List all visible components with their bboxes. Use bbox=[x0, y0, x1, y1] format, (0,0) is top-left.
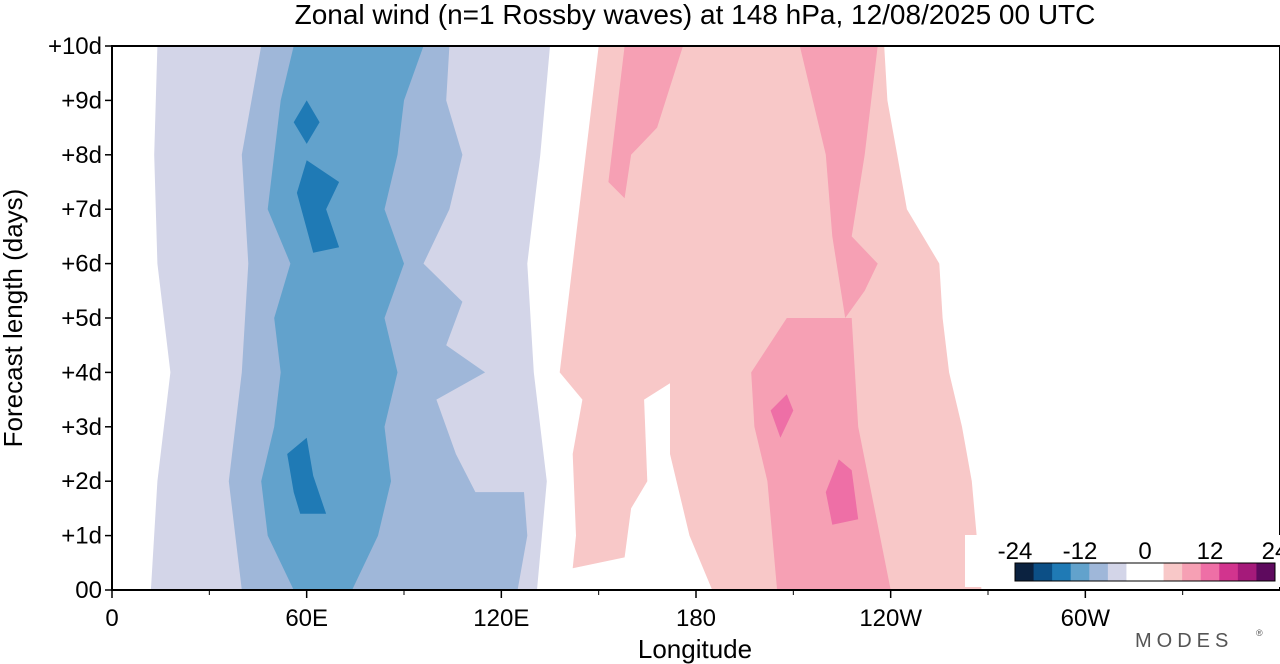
colorbar-swatch bbox=[1015, 563, 1035, 581]
contour-region-9 bbox=[799, 46, 878, 318]
y-tick-label: +10d bbox=[48, 33, 102, 60]
colorbar-swatch bbox=[1200, 563, 1220, 581]
colorbar-swatch bbox=[1163, 563, 1183, 581]
colorbar-swatch bbox=[1126, 563, 1146, 581]
x-tick-label: 0 bbox=[105, 605, 118, 632]
y-tick-label: +9d bbox=[61, 87, 102, 114]
colorbar-swatch bbox=[1219, 563, 1239, 581]
chart-title: Zonal wind (n=1 Rossby waves) at 148 hPa… bbox=[295, 0, 1096, 30]
colorbar-frame bbox=[1014, 562, 1276, 582]
x-tick-label: 60W bbox=[1061, 605, 1111, 632]
colorbar-swatch bbox=[1033, 563, 1053, 581]
contour-region-5 bbox=[293, 100, 320, 144]
logo-mark: ® bbox=[1256, 628, 1263, 638]
axis-layer: 0 60E 120E 180 120W 60W 00 +1d +2d +3d +4d +5d +6d +7… bbox=[48, 33, 1184, 632]
colorbar-swatch bbox=[1182, 563, 1202, 581]
y-tick-label: 00 bbox=[75, 577, 102, 604]
colorbar-label: -24 bbox=[998, 538, 1033, 565]
y-tick-label: +5d bbox=[61, 305, 102, 332]
colorbar-swatch bbox=[1145, 563, 1165, 581]
colorbar-swatch bbox=[1107, 563, 1127, 581]
colorbar-label: 12 bbox=[1197, 538, 1224, 565]
colorbar-label: 0 bbox=[1138, 538, 1151, 565]
colorbar-swatch bbox=[1070, 563, 1090, 581]
contour-region-10 bbox=[751, 318, 891, 590]
x-axis-label: Longitude bbox=[638, 634, 752, 664]
y-tick-label: +3d bbox=[61, 414, 102, 441]
x-tick-label: 180 bbox=[676, 605, 716, 632]
plot-layer bbox=[150, 46, 982, 590]
colorbar-swatch bbox=[1237, 563, 1257, 581]
colorbar-swatch bbox=[1256, 563, 1276, 581]
contour-region-12 bbox=[825, 459, 859, 525]
colorbar-swatch bbox=[1052, 563, 1072, 581]
contour-region-8 bbox=[608, 46, 683, 199]
colorbar-label: -12 bbox=[1063, 538, 1098, 565]
y-tick-label: +4d bbox=[61, 359, 102, 386]
x-tick-label: 60E bbox=[285, 605, 328, 632]
y-axis-label: Forecast length (days) bbox=[0, 189, 28, 448]
colorbar-label: 24 bbox=[1262, 538, 1280, 565]
contour-region-7 bbox=[728, 182, 820, 329]
y-tick-label: +2d bbox=[61, 468, 102, 495]
y-tick-label: +6d bbox=[61, 251, 102, 278]
logo-text: MODES bbox=[1135, 630, 1233, 652]
x-tick-label: 120E bbox=[473, 605, 529, 632]
contour-region-4 bbox=[296, 160, 340, 253]
x-tick-label: 120W bbox=[859, 605, 922, 632]
y-tick-label: +8d bbox=[61, 142, 102, 169]
modes-logo: MODES ® bbox=[1135, 628, 1263, 652]
y-tick-label: +7d bbox=[61, 196, 102, 223]
contour-region-11 bbox=[770, 394, 794, 438]
colorbar: -24 -12 0 12 24 bbox=[965, 535, 1280, 587]
contour-region-3 bbox=[287, 437, 327, 514]
colorbar-swatch bbox=[1089, 563, 1109, 581]
y-tick-label: +1d bbox=[61, 523, 102, 550]
